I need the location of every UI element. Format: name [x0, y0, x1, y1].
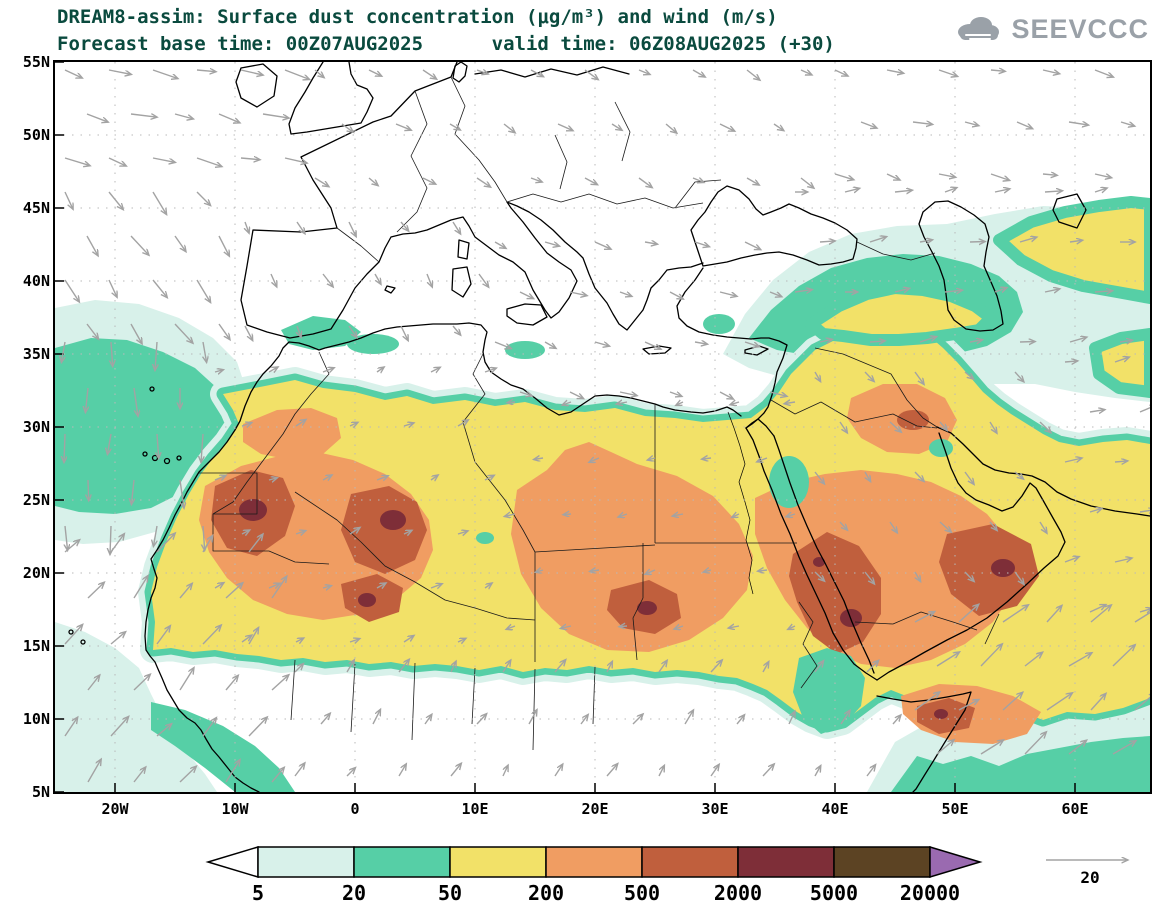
colorbar-label-500: 500: [623, 881, 661, 905]
colorbar-label-5: 5: [251, 881, 265, 905]
colorbar-label-5000: 5000: [809, 881, 859, 905]
lon-label-10e: 10E: [461, 800, 489, 818]
lon-label-20w: 20W: [101, 800, 129, 818]
colorbar: [200, 845, 1010, 879]
colorbar-seg-2000-5000: [737, 846, 835, 878]
colorbar-right-tip: [929, 845, 983, 879]
colorbar-label-20: 20: [341, 881, 367, 905]
map-plot-area: [53, 60, 1152, 794]
wind-reference-arrow: [1046, 845, 1150, 875]
lat-label-25n: 25N: [22, 491, 50, 509]
lat-label-10n: 10N: [22, 710, 50, 728]
lon-label-20e: 20E: [581, 800, 609, 818]
seevccc-logo: SEEVCCC: [951, 12, 1149, 46]
country-borders: [199, 76, 1000, 751]
colorbar-label-2000: 2000: [713, 881, 763, 905]
colorbar-left-tip: [205, 845, 259, 879]
lon-label-40e: 40E: [821, 800, 849, 818]
colorbar-label-200: 200: [527, 881, 565, 905]
lon-label-0: 0: [350, 800, 360, 818]
lon-label-50e: 50E: [941, 800, 969, 818]
lat-label-5n: 5N: [31, 783, 50, 801]
colorbar-canvas: [205, 845, 983, 879]
colorbar-label-50: 50: [437, 881, 463, 905]
colorbar-seg-5-20: [257, 846, 355, 878]
wind-reference-value: 20: [1080, 868, 1100, 887]
colorbar-seg-5000-20000: [833, 846, 931, 878]
lat-label-40n: 40N: [22, 272, 50, 290]
lat-label-20n: 20N: [22, 564, 50, 582]
colorbar-label-20000: 20000: [899, 881, 961, 905]
nile-river: [727, 411, 754, 595]
seevccc-logo-text: SEEVCCC: [1011, 13, 1149, 44]
lat-label-55n: 55N: [22, 53, 50, 71]
lat-label-50n: 50N: [22, 126, 50, 144]
colorbar-seg-50-200: [449, 846, 547, 878]
lat-label-35n: 35N: [22, 345, 50, 363]
colorbar-seg-500-2000: [641, 846, 739, 878]
lat-label-15n: 15N: [22, 637, 50, 655]
lat-label-30n: 30N: [22, 418, 50, 436]
wind-arrows: [61, 70, 1150, 783]
seevccc-cloud-icon: [958, 17, 1000, 40]
lon-label-30e: 30E: [701, 800, 729, 818]
colorbar-seg-20-50: [353, 846, 451, 878]
lon-label-60e: 60E: [1061, 800, 1089, 818]
title-block: DREAM8-assim: Surface dust concentration…: [57, 4, 835, 58]
colorbar-seg-200-500: [545, 846, 643, 878]
axis-ticks: [55, 62, 1076, 792]
lon-label-10w: 10W: [221, 800, 249, 818]
lat-label-45n: 45N: [22, 199, 50, 217]
map-canvas: [55, 62, 1150, 792]
chart-title: DREAM8-assim: Surface dust concentration…: [57, 6, 778, 28]
chart-subtitle: Forecast base time: 00Z07AUG2025 valid t…: [57, 33, 835, 55]
